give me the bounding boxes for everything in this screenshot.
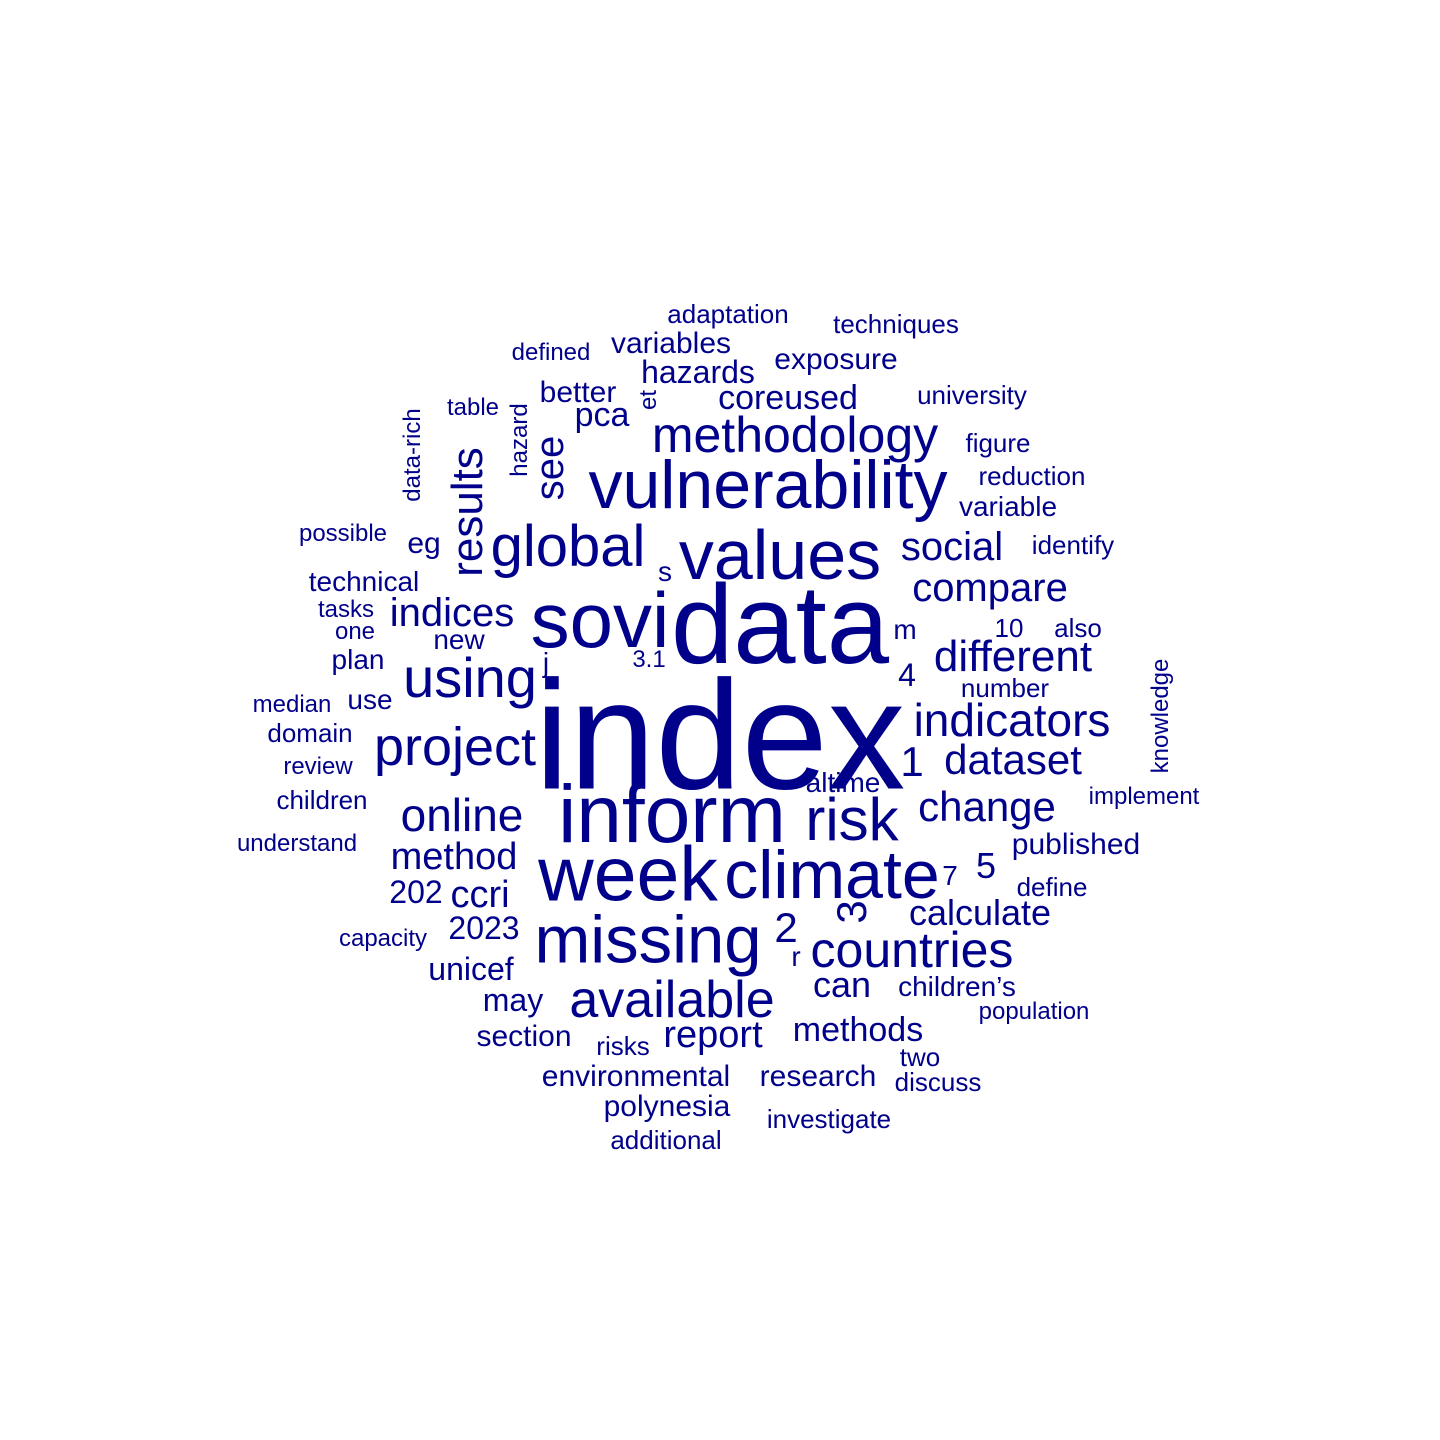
word-et: et (635, 389, 662, 411)
word-social: social (900, 525, 1004, 569)
word-ccri: ccri (450, 874, 510, 916)
word-implement: implement (1088, 783, 1200, 810)
word-one: one (334, 618, 376, 645)
word-project: project (373, 717, 537, 777)
word-coreused: coreused (718, 379, 858, 417)
word-pca: pca (574, 396, 630, 434)
word-review: review (283, 753, 353, 780)
word-change: change (918, 783, 1056, 830)
word-knowledge: knowledge (1147, 658, 1174, 774)
word-data-rich: data-rich (399, 408, 426, 502)
word-capacity: capacity (338, 925, 428, 952)
word-identify: identify (1031, 530, 1115, 560)
word-figure: figure (965, 428, 1031, 458)
word-children-s: children’s (898, 971, 1016, 1002)
word-can: can (812, 964, 872, 1005)
word-possible: possible (298, 520, 388, 547)
word-see: see (528, 435, 572, 501)
word-vulnerability: vulnerability (588, 447, 948, 523)
word-domain: domain (267, 718, 353, 748)
word-additional: additional (610, 1125, 722, 1155)
word-population: population (978, 998, 1090, 1025)
word-online: online (400, 789, 524, 841)
word-risks: risks (596, 1031, 650, 1061)
word-j: j (542, 647, 550, 678)
word-section: section (476, 1020, 572, 1053)
word-202: 202 (389, 874, 443, 910)
word-research: research (759, 1060, 877, 1093)
word-new: new (433, 624, 485, 655)
word-tasks: tasks (317, 596, 375, 623)
word-define: define (1016, 872, 1088, 902)
word-children: children (276, 785, 368, 815)
word-results: results (443, 447, 492, 577)
word-risk: risk (805, 786, 899, 853)
word-inform: inform (558, 769, 786, 860)
word-techniques: techniques (833, 309, 959, 339)
word-7: 7 (942, 860, 958, 891)
word-missing: missing (534, 902, 762, 978)
word-methodology: methodology (651, 407, 939, 463)
word-s: s (658, 556, 672, 587)
word-technical: technical (308, 566, 420, 597)
word-2: 2 (774, 904, 798, 951)
word-3-1: 3.1 (632, 646, 666, 673)
word-number: number (960, 673, 1050, 703)
word-use: use (347, 684, 393, 715)
word-university: university (917, 380, 1027, 410)
word-variables: variables (610, 327, 732, 360)
word-understand: understand (236, 830, 358, 857)
word-dataset: dataset (944, 736, 1082, 783)
word-polynesia: polynesia (603, 1090, 731, 1123)
word-report: report (663, 1014, 763, 1056)
word-10: 10 (994, 613, 1024, 643)
word-two: two (899, 1042, 941, 1072)
word-reduction: reduction (978, 461, 1086, 491)
word-2023: 2023 (448, 910, 520, 946)
word-data: data (671, 562, 889, 687)
word-methods: methods (792, 1011, 924, 1049)
word-countries: countries (810, 922, 1014, 978)
word-calculate: calculate (908, 892, 1052, 933)
word-method: method (390, 836, 518, 878)
word-1: 1 (900, 738, 924, 785)
word-climate: climate (724, 837, 940, 913)
word-sovi: sovi (530, 576, 670, 664)
word-plan: plan (331, 644, 385, 675)
word-compare: compare (912, 566, 1068, 610)
word-investigate: investigate (766, 1104, 892, 1134)
word-global: global (490, 514, 646, 579)
word-3: 3 (828, 900, 875, 924)
word-unicef: unicef (428, 951, 514, 987)
word-table: table (446, 394, 500, 421)
word-different: different (933, 632, 1093, 681)
word-published: published (1011, 828, 1141, 861)
word-hazards: hazards (641, 354, 755, 390)
word-r: r (791, 941, 801, 972)
word-discuss: discuss (894, 1067, 982, 1097)
word-4: 4 (898, 657, 916, 693)
word-environmental: environmental (541, 1060, 731, 1093)
word-week: week (538, 831, 718, 918)
word-indicators: indicators (913, 694, 1111, 746)
word-m: m (893, 614, 917, 645)
word-available: available (569, 971, 775, 1029)
word-hazard: hazard (506, 403, 533, 477)
word-using: using (403, 646, 537, 709)
word-defined: defined (511, 339, 591, 366)
word-altime: altime (805, 767, 881, 798)
word-index: index (534, 648, 906, 822)
word-adaptation: adaptation (667, 299, 789, 329)
word-better: better (539, 376, 617, 409)
word-variable: variable (958, 491, 1058, 522)
word-values: values (678, 516, 882, 594)
word-also: also (1054, 613, 1102, 643)
word-may: may (482, 982, 544, 1018)
word-5: 5 (975, 845, 997, 886)
word-median: median (252, 691, 332, 718)
word-exposure: exposure (774, 343, 898, 376)
word-indices: indices (389, 591, 515, 635)
word-eg: eg (407, 527, 441, 560)
